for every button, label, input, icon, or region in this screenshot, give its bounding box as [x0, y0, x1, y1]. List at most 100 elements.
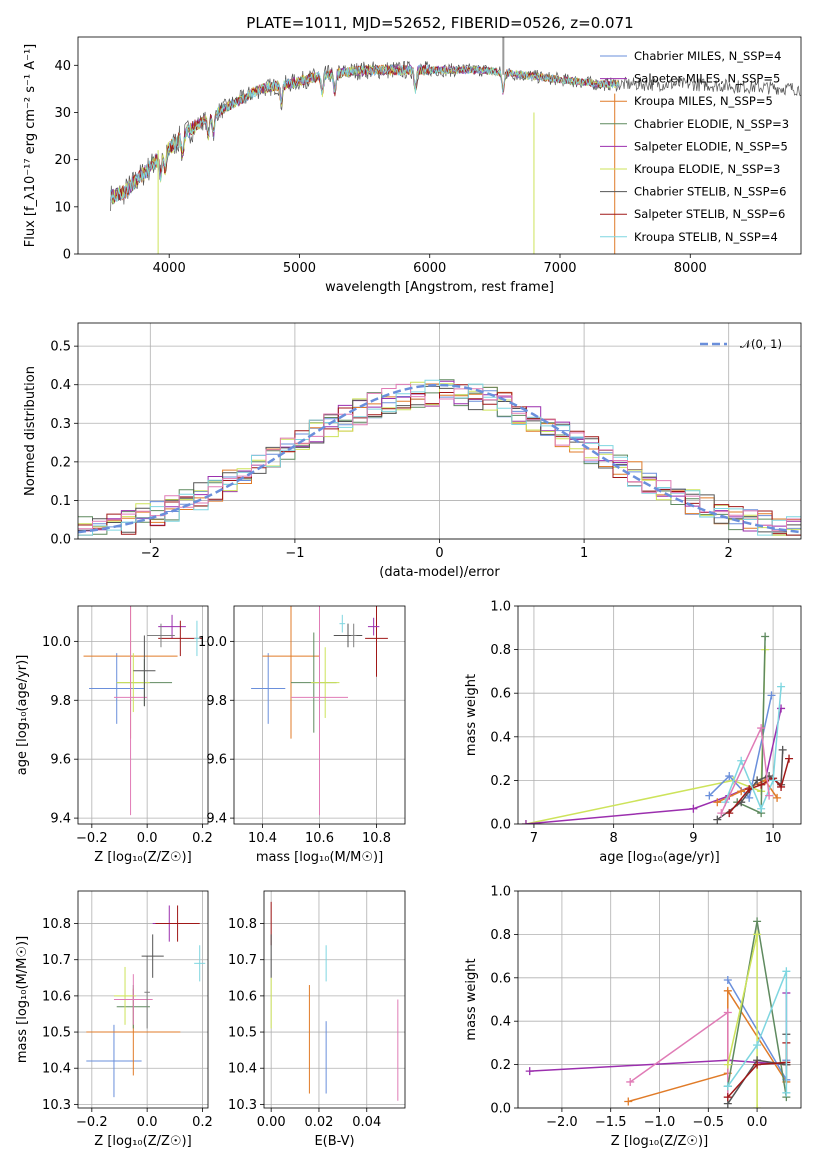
weight-marker-ks [782, 967, 791, 976]
weight-marker-cs [713, 815, 722, 824]
weight-marker-cm [705, 791, 714, 800]
legend: Chabrier MILES, N_SSP=4 Salpeter MILES, N… [600, 49, 789, 244]
spectrum-line-ss [110, 64, 619, 203]
spectrum-line-ks [110, 63, 619, 203]
y-tick-label: 9.6 [50, 753, 71, 768]
x-tick-label: 9 [689, 831, 697, 846]
weight-marker-ks [753, 1041, 762, 1050]
x-tick-label: −1.5 [595, 1115, 627, 1130]
legend-label: 𝒩(0, 1) [740, 337, 782, 351]
y-tick-label: 30 [54, 106, 71, 121]
plot-area [521, 632, 794, 824]
weight-marker-cm [767, 691, 776, 700]
histogram-step-pink [78, 383, 801, 532]
weight-marker-km [737, 787, 746, 796]
normal-curve [78, 383, 801, 534]
y-tick-label: 10.0 [198, 635, 227, 650]
y-tick-label: 10.5 [42, 1026, 71, 1041]
x-tick-label: −0.2 [76, 831, 108, 846]
panel-1: 4000 5000 6000 7000 8000 0 10 20 30 40 wavelength … [23, 36, 802, 295]
legend-label: Kroupa ELODIE, N_SSP=3 [634, 162, 780, 176]
x-tick-label: 6000 [413, 261, 446, 276]
y-tick-label: 10.4 [42, 1062, 71, 1077]
y-axis-label: mass weight [464, 958, 479, 1040]
x-tick-label: 1 [580, 546, 588, 561]
legend-label: Kroupa MILES, N_SSP=5 [634, 94, 773, 108]
x-tick-label: −1 [285, 546, 304, 561]
y-tick-label: 20 [54, 153, 71, 168]
y-tick-label: 0.4 [490, 730, 511, 745]
y-tick-label: 0.0 [490, 1102, 511, 1117]
y-tick-label: 10.3 [42, 1098, 71, 1113]
x-tick-label: 7000 [543, 261, 576, 276]
x-tick-label: −1.0 [644, 1115, 676, 1130]
weight-marker-ss [785, 754, 794, 763]
axes-frame [77, 322, 802, 540]
y-tick-label: 0.0 [50, 533, 71, 548]
x-tick-label: 10.4 [248, 831, 277, 846]
weight-marker-pink [765, 791, 774, 800]
plot-area [86, 905, 206, 1098]
y-tick-label: 0.4 [50, 378, 71, 393]
legend-label: Kroupa STELIB, N_SSP=4 [634, 230, 778, 244]
weight-marker-cm [725, 772, 734, 781]
y-axis-label: mass weight [464, 674, 479, 756]
y-tick-label: 9.6 [206, 753, 227, 768]
x-tick-label: −2.0 [546, 1115, 578, 1130]
weight-marker-ss [757, 780, 766, 789]
axes-frame [263, 890, 406, 1109]
y-tick-label: 9.8 [50, 694, 71, 709]
panel-3: −0.2 0.0 0.2 9.4 9.6 9.8 10.0 Z [log₁₀(Z/Z☉)] ag… [15, 605, 213, 865]
x-tick-label: 0.2 [192, 831, 213, 846]
y-tick-label: 0.8 [490, 643, 511, 658]
x-tick-label: −2 [141, 546, 160, 561]
x-tick-label: 0.02 [304, 1115, 333, 1130]
histogram-step-ks [78, 379, 801, 536]
weight-marker-km [773, 793, 782, 802]
legend: 𝒩(0, 1) [700, 337, 782, 351]
y-tick-label: 9.8 [206, 694, 227, 709]
y-axis-label: mass [log₁₀(M/M☉)] [15, 936, 30, 1063]
weight-line-se [529, 993, 788, 1072]
x-tick-label: 0.0 [137, 1115, 158, 1130]
weight-marker-cm [723, 975, 732, 984]
y-tick-label: 10 [54, 200, 71, 215]
y-tick-label: 0.8 [490, 928, 511, 943]
weight-marker-se [521, 820, 530, 824]
weight-marker-se [525, 1067, 534, 1076]
x-axis-label: wavelength [Angstrom, rest frame] [325, 280, 554, 295]
x-tick-label: 0.0 [747, 1115, 768, 1130]
y-tick-label: 0.3 [50, 417, 71, 432]
legend-label: Chabrier MILES, N_SSP=4 [634, 49, 781, 63]
weight-marker-ks [737, 756, 746, 765]
y-axis-label: age [log₁₀(age/yr)] [15, 655, 30, 776]
axes-frame [77, 890, 209, 1109]
weight-marker-se [689, 804, 698, 813]
y-tick-label: 0.2 [50, 455, 71, 470]
plot-area [251, 606, 388, 816]
axes-frame [233, 605, 406, 825]
y-tick-label: 10.6 [228, 989, 257, 1004]
legend-label: Salpeter STELIB, N_SSP=6 [634, 207, 785, 221]
y-tick-label: 0.6 [490, 971, 511, 986]
y-tick-label: 10.6 [42, 989, 71, 1004]
weight-marker-pink [757, 724, 766, 733]
weight-marker-km [713, 798, 722, 807]
x-tick-label: 2 [725, 546, 733, 561]
weight-marker-pink [717, 809, 726, 818]
y-tick-label: 0.5 [50, 340, 71, 355]
x-tick-label: 0.04 [352, 1115, 381, 1130]
weight-marker-ss [725, 809, 734, 818]
y-tick-label: 10.7 [228, 953, 257, 968]
weight-marker-cm [745, 793, 754, 802]
axes-frame [77, 605, 209, 825]
panel-8: −2.0 −1.5 −1.0 −0.5 0.0 0.0 0.2 0.4 0.6 0.8 1.0 Z [… [464, 885, 802, 1149]
weight-marker-pink [723, 1008, 732, 1017]
weight-marker-ke [723, 1060, 732, 1069]
panel-6: −0.2 0.0 0.2 10.3 10.4 10.5 10.6 10.7 10.8 Z [log… [15, 890, 213, 1149]
y-tick-label: 0.2 [490, 1058, 511, 1073]
x-axis-label: age [log₁₀(age/yr)] [599, 850, 720, 865]
weight-marker-ks [757, 804, 766, 813]
y-tick-label: 10.4 [228, 1062, 257, 1077]
y-tick-label: 9.4 [50, 812, 71, 827]
